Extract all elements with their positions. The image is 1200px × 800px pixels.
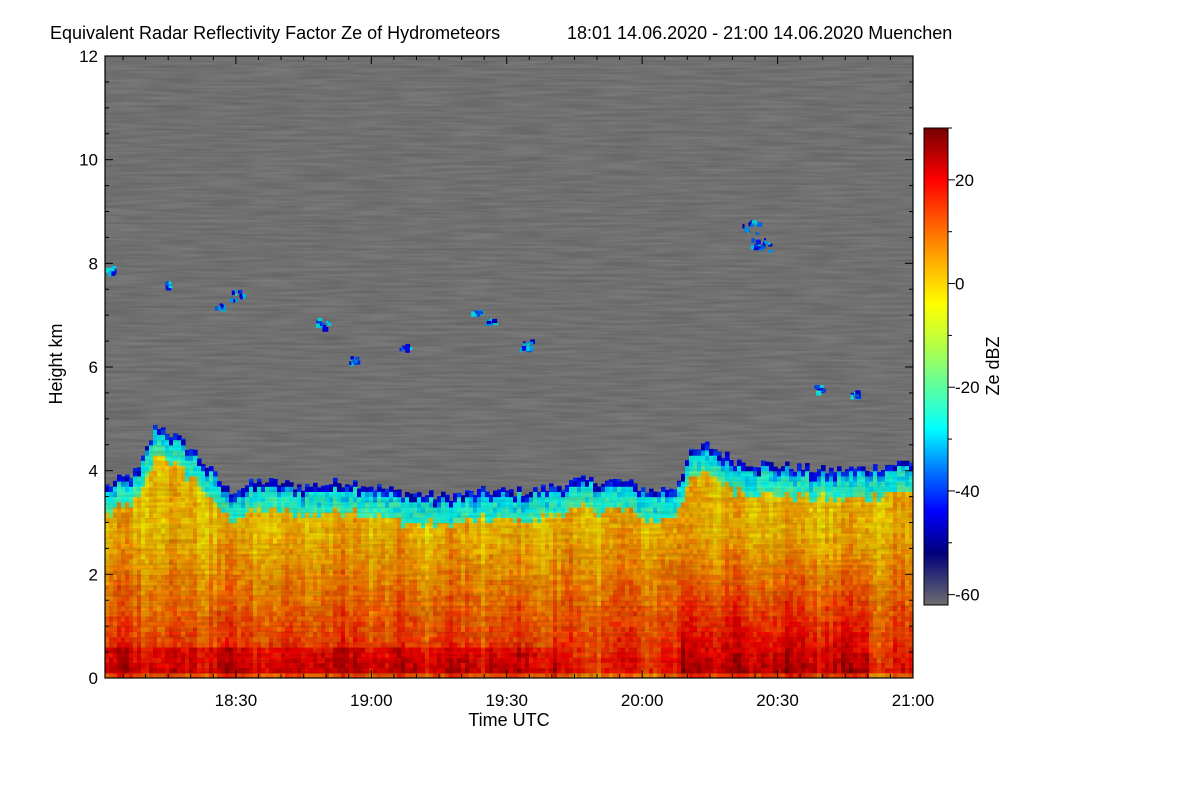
plot-area bbox=[105, 56, 913, 678]
chart-subtitle: 18:01 14.06.2020 - 21:00 14.06.2020 Muen… bbox=[567, 23, 952, 43]
chart-title: Equivalent Radar Reflectivity Factor Ze … bbox=[50, 23, 500, 43]
